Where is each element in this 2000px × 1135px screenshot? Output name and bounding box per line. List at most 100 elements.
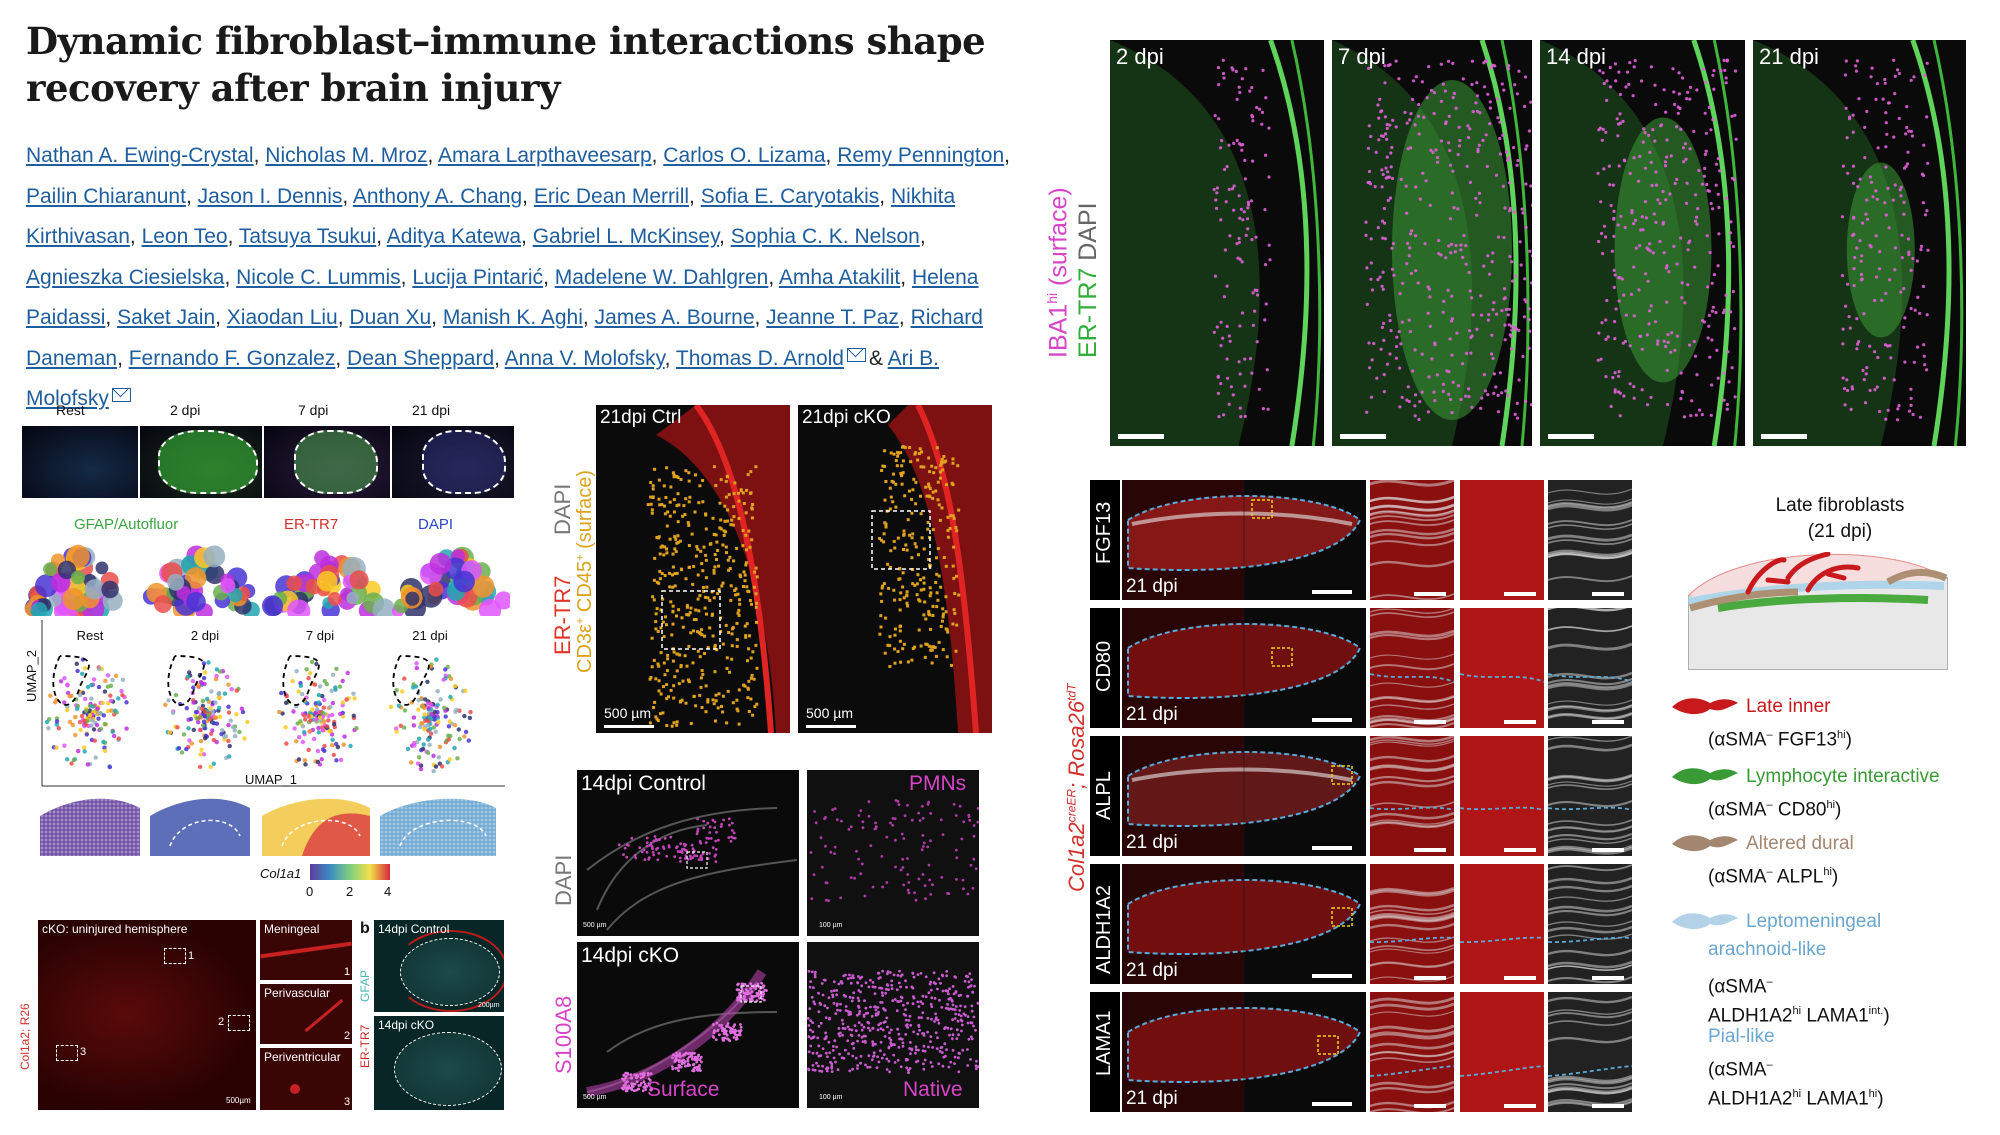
cluster-map — [142, 545, 260, 616]
timecourse-panel-label: 7 dpi — [1338, 44, 1386, 69]
cell-icon — [1672, 698, 1738, 715]
marker-label-strip: CD80 — [1090, 608, 1120, 728]
col1a1-label: Col1a1 — [260, 866, 302, 881]
author-link[interactable]: Xiaodan Liu — [226, 306, 338, 329]
author-link[interactable]: Eric Dean Merrill — [533, 184, 690, 208]
marker-label-strip: FGF13 — [1090, 480, 1120, 600]
cell-icon — [1672, 913, 1738, 930]
author-link[interactable]: Saket Jain — [117, 306, 216, 329]
author-link[interactable]: Anthony A. Chang — [352, 184, 523, 208]
author-link[interactable]: Amha Atakilit — [778, 265, 901, 289]
author-link[interactable]: Gabriel L. McKinsey — [532, 225, 720, 248]
author-link[interactable]: James A. Bourne — [594, 306, 755, 329]
author-link[interactable]: Amara Larpthaveesarp — [438, 144, 652, 167]
author-and: & — [868, 346, 883, 370]
umap-x-label: UMAP_1 — [245, 772, 298, 787]
marker-inset-image — [1460, 864, 1544, 984]
email-icon[interactable] — [111, 388, 131, 402]
author-link[interactable]: Thomas D. Arnold — [675, 346, 844, 370]
colorbar — [310, 864, 390, 880]
spatial-figure: Rest 2 dpi 7 dpi 21 dpi GFAP/Autofluor ER-T… — [20, 400, 514, 900]
ctrl-cko-ylabel-1: DAPI — [550, 483, 575, 535]
marker-dpi-label: 21 dpi — [1126, 960, 1178, 981]
author-link[interactable]: Helena Paidassi — [26, 265, 979, 330]
author-link[interactable]: Lucija Pintarić — [412, 265, 544, 289]
email-icon[interactable] — [846, 347, 866, 362]
title-line-2: recovery after brain injury — [26, 66, 560, 110]
periventricular-inset: Periventricular 3 — [260, 1048, 352, 1110]
author-link[interactable]: Fernando F. Gonzalez — [128, 346, 336, 370]
author-link[interactable]: Ari B. Molofsky — [26, 346, 940, 411]
author-link[interactable]: Sofia E. Caryotakis — [700, 184, 880, 208]
author-link[interactable]: Aditya Katewa — [386, 225, 522, 248]
label-dapi: DAPI — [418, 516, 454, 533]
marker-dpi-label: 21 dpi — [1126, 704, 1178, 725]
marker-inset-image — [1460, 736, 1544, 856]
author-link[interactable]: Sophia C. K. Nelson — [730, 225, 920, 248]
marker-inset-image — [1460, 608, 1544, 728]
spatial-image — [22, 426, 138, 498]
b-cko-image: 14dpi cKO — [374, 1016, 504, 1110]
author-link[interactable]: Jason I. Dennis — [197, 184, 343, 208]
author-link[interactable]: Duan Xu — [349, 306, 432, 329]
spatial-row-label: 7 dpi — [298, 402, 329, 418]
author-link[interactable]: Jeanne T. Paz — [766, 306, 899, 329]
timecourse-panel-label: 14 dpi — [1546, 44, 1606, 69]
author-link[interactable]: Manish K. Aghi — [442, 306, 583, 329]
author-link[interactable]: Agnieszka Ciesielska — [26, 265, 225, 289]
ctrl-svg — [596, 405, 790, 733]
marker-main-image: 21 dpi — [1122, 992, 1366, 1112]
timecourse-figure: IBA1hi (surface) ER-TR7 DAPI 2 dpi 7 dpi 1… — [1030, 40, 1970, 450]
author-link[interactable]: Nikhita Kirthivasan — [26, 184, 956, 249]
fibroblast-legend: Late fibroblasts (21 dpi) Late inner (αSM… — [1670, 490, 1990, 1110]
pmn-figure: DAPI S100A8 14dpi Control 500 µm PMNs 10… — [545, 770, 985, 1110]
author-link[interactable]: Leon Teo — [141, 225, 228, 248]
author-link[interactable]: Nicole C. Lummis — [236, 265, 401, 289]
legend-item-desc: (αSMA– FGF13hi) — [1708, 729, 1852, 751]
author-link[interactable]: Dean Sheppard — [347, 346, 495, 370]
cluster-map — [24, 544, 123, 616]
legend-item-desc: (αSMA– ALPLhi) — [1708, 866, 1839, 888]
marker-name: LAMA1 — [1093, 1010, 1115, 1076]
legend-item-name: Lymphocyte interactive — [1746, 766, 1940, 787]
late-fibroblast-diagram — [1688, 552, 1948, 670]
author-link[interactable]: Nicholas M. Mroz — [265, 144, 428, 167]
scale-bar — [1548, 434, 1594, 439]
marker-dpi-label: 21 dpi — [1126, 1088, 1178, 1109]
cluster-maps — [24, 544, 510, 616]
timecourse-panel: 2 dpi — [1110, 40, 1324, 446]
timecourse-panel: 21 dpi — [1753, 40, 1966, 446]
cluster-map — [391, 546, 510, 616]
umap-y-label: UMAP_2 — [24, 649, 39, 702]
timecourse-panel-label: 21 dpi — [1759, 44, 1819, 69]
author-link[interactable]: Madelene W. Dahlgren — [554, 265, 769, 289]
meningeal-ylabel: Col1a2; R26 — [18, 1003, 32, 1070]
col1a1-maps — [40, 798, 496, 856]
scale-bar — [1340, 434, 1386, 439]
scale-bar — [1761, 434, 1807, 439]
ctrl-cko-ylabel-3: CD3ε+ CD45+ (surface) — [574, 470, 596, 673]
legend-item-name: Leptomeningeal — [1746, 911, 1882, 932]
marker-inset-image — [1370, 480, 1454, 600]
timecourse-panel: 7 dpi — [1332, 40, 1532, 446]
marker-inset-image — [1548, 608, 1632, 728]
marker-main-image: 21 dpi — [1122, 736, 1366, 856]
colorbar-tick-4: 4 — [384, 884, 392, 899]
author-link[interactable]: Tatsuya Tsukui — [238, 225, 377, 248]
pmn-control-image: 14dpi Control 500 µm — [577, 770, 799, 936]
marker-inset-image — [1460, 480, 1544, 600]
legend-item-desc: (αSMA– ALDH1A2hi LAMA1int.) — [1708, 976, 1890, 1027]
author-link[interactable]: Richard Daneman — [26, 306, 983, 370]
label-gfap: GFAP/Autofluor — [74, 516, 179, 533]
cko-svg — [798, 405, 992, 733]
timecourse-ylabel-2: ER-TR7 DAPI — [1074, 202, 1102, 358]
marker-name: CD80 — [1093, 640, 1115, 692]
author-link[interactable]: Carlos O. Lizama — [663, 144, 826, 167]
author-link[interactable]: Remy Pennington — [837, 144, 1005, 167]
author-link[interactable]: Pailin Chiaranunt — [26, 184, 186, 208]
legend-title-2: (21 dpi) — [1807, 521, 1873, 542]
author-link[interactable]: Nathan A. Ewing-Crystal — [26, 144, 254, 167]
author-list: Nathan A. Ewing-Crystal, Nicholas M. Mro… — [26, 144, 1010, 411]
marker-inset-image — [1548, 864, 1632, 984]
author-link[interactable]: Anna V. Molofsky — [504, 346, 665, 370]
